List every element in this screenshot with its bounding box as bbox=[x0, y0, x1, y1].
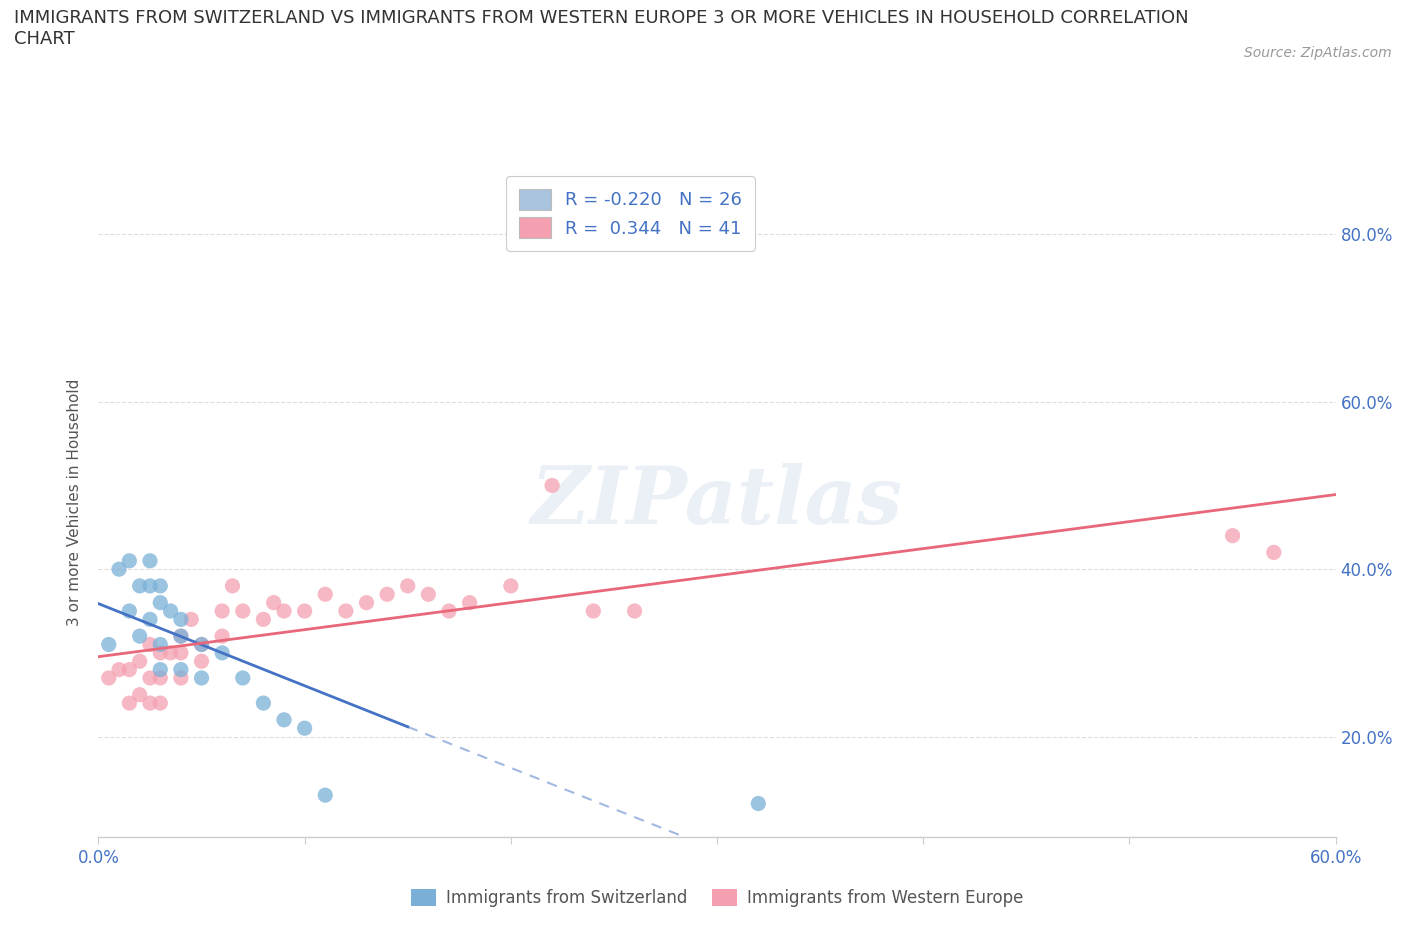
Point bbox=[139, 578, 162, 593]
Point bbox=[170, 629, 193, 644]
Point bbox=[97, 671, 120, 685]
Point bbox=[190, 637, 212, 652]
Text: ZIPatlas: ZIPatlas bbox=[531, 463, 903, 541]
Point bbox=[149, 645, 172, 660]
Point bbox=[190, 637, 212, 652]
Point bbox=[149, 637, 172, 652]
Point bbox=[159, 645, 181, 660]
Point bbox=[108, 662, 131, 677]
Point bbox=[128, 578, 150, 593]
Legend: Immigrants from Switzerland, Immigrants from Western Europe: Immigrants from Switzerland, Immigrants … bbox=[402, 881, 1032, 916]
Text: IMMIGRANTS FROM SWITZERLAND VS IMMIGRANTS FROM WESTERN EUROPE 3 OR MORE VEHICLES: IMMIGRANTS FROM SWITZERLAND VS IMMIGRANT… bbox=[14, 9, 1188, 48]
Point bbox=[139, 637, 162, 652]
Point bbox=[211, 604, 233, 618]
Point bbox=[396, 578, 419, 593]
Point bbox=[418, 587, 440, 602]
Point bbox=[149, 595, 172, 610]
Point bbox=[263, 595, 285, 610]
Point bbox=[1222, 528, 1244, 543]
Point bbox=[499, 578, 522, 593]
Text: Source: ZipAtlas.com: Source: ZipAtlas.com bbox=[1244, 46, 1392, 60]
Point bbox=[294, 604, 316, 618]
Point bbox=[159, 604, 181, 618]
Point bbox=[139, 696, 162, 711]
Point bbox=[108, 562, 131, 577]
Point bbox=[437, 604, 460, 618]
Point bbox=[273, 712, 295, 727]
Point bbox=[190, 654, 212, 669]
Point bbox=[170, 612, 193, 627]
Point bbox=[118, 604, 141, 618]
Point bbox=[252, 696, 274, 711]
Point bbox=[356, 595, 378, 610]
Point bbox=[190, 671, 212, 685]
Point bbox=[128, 687, 150, 702]
Point bbox=[232, 671, 254, 685]
Point bbox=[541, 478, 564, 493]
Point bbox=[139, 612, 162, 627]
Point bbox=[118, 696, 141, 711]
Point bbox=[375, 587, 398, 602]
Point bbox=[97, 637, 120, 652]
Point bbox=[273, 604, 295, 618]
Point bbox=[294, 721, 316, 736]
Point bbox=[582, 604, 605, 618]
Point bbox=[314, 788, 336, 803]
Point bbox=[232, 604, 254, 618]
Point bbox=[149, 662, 172, 677]
Point bbox=[211, 629, 233, 644]
Point bbox=[128, 629, 150, 644]
Point bbox=[149, 696, 172, 711]
Point bbox=[1263, 545, 1285, 560]
Point bbox=[128, 654, 150, 669]
Y-axis label: 3 or more Vehicles in Household: 3 or more Vehicles in Household bbox=[67, 379, 83, 626]
Point bbox=[221, 578, 243, 593]
Point bbox=[170, 645, 193, 660]
Point bbox=[170, 671, 193, 685]
Point bbox=[623, 604, 645, 618]
Point bbox=[118, 662, 141, 677]
Point bbox=[458, 595, 481, 610]
Point bbox=[118, 553, 141, 568]
Point bbox=[747, 796, 769, 811]
Point bbox=[252, 612, 274, 627]
Point bbox=[149, 578, 172, 593]
Point bbox=[180, 612, 202, 627]
Point bbox=[139, 671, 162, 685]
Point bbox=[211, 645, 233, 660]
Point bbox=[170, 662, 193, 677]
Point bbox=[170, 629, 193, 644]
Point bbox=[139, 553, 162, 568]
Point bbox=[149, 671, 172, 685]
Point bbox=[335, 604, 357, 618]
Point bbox=[314, 587, 336, 602]
